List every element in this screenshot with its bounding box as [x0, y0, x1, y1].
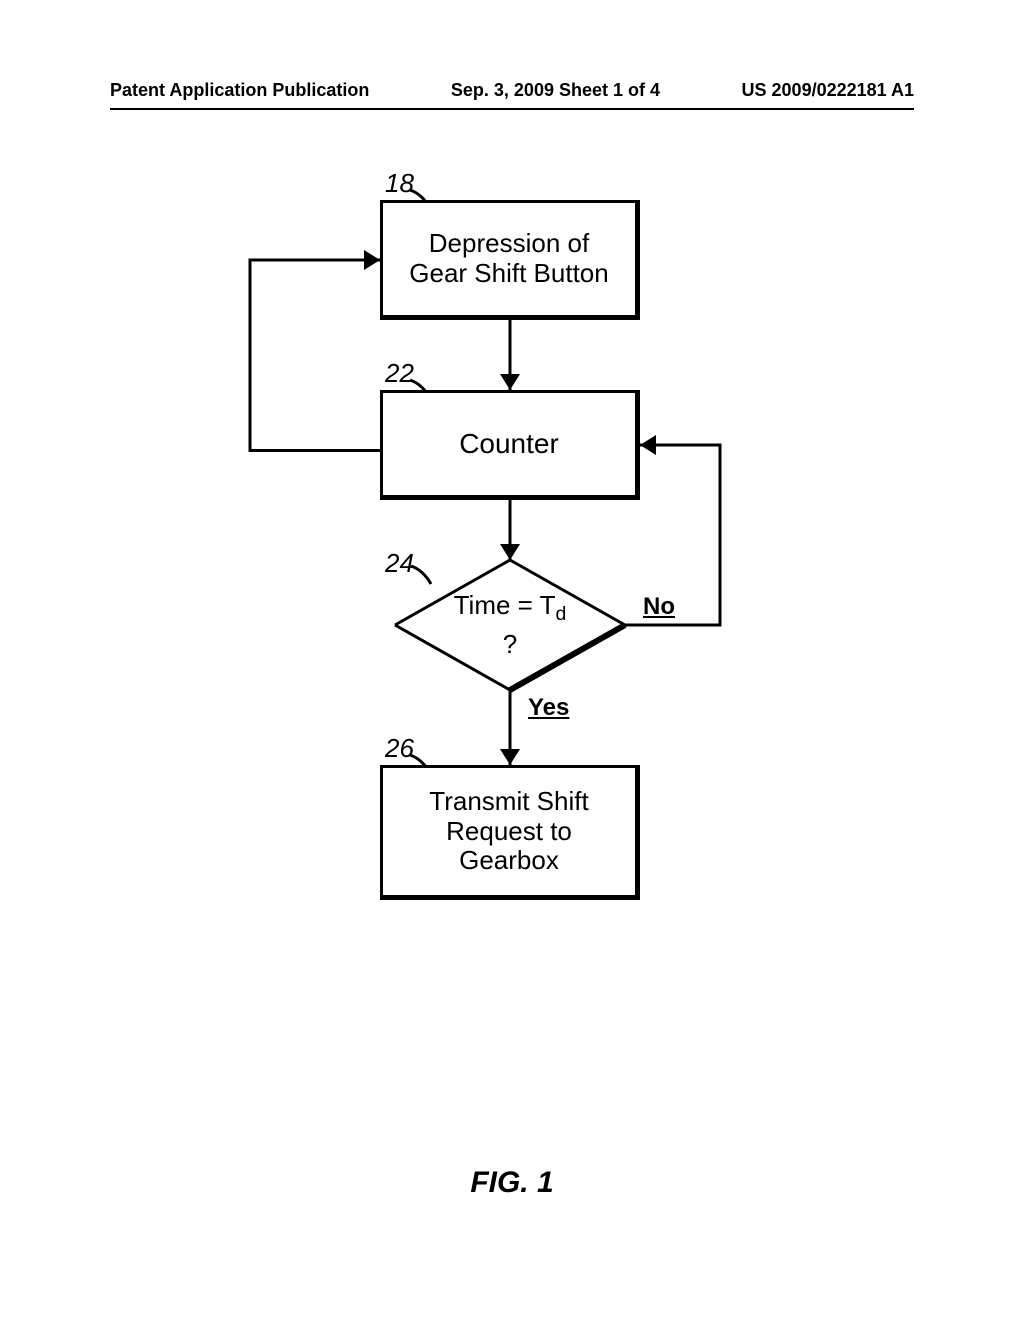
ref-18: 18: [385, 168, 414, 199]
decision-line2: ?: [503, 629, 517, 660]
ref-24: 24: [385, 548, 414, 579]
header-center: Sep. 3, 2009 Sheet 1 of 4: [451, 80, 660, 101]
header-rule: [110, 108, 914, 110]
header-left: Patent Application Publication: [110, 80, 369, 101]
decision-line1-pre: Time = T: [454, 590, 556, 620]
edge-label-no: No: [643, 593, 675, 621]
node-depression: Depression of Gear Shift Button: [380, 200, 640, 320]
edge-label-yes: Yes: [528, 694, 569, 722]
figure-label: FIG. 1: [0, 1166, 1024, 1200]
node-transmit-text: Transmit Shift Request to Gearbox: [429, 787, 588, 877]
node-depression-text: Depression of Gear Shift Button: [409, 229, 608, 289]
ref-22: 22: [385, 358, 414, 389]
decision-line1: Time = Td: [454, 590, 567, 626]
node-transmit: Transmit Shift Request to Gearbox: [380, 765, 640, 900]
node-counter-text: Counter: [459, 428, 559, 460]
decision-line1-sub: d: [556, 604, 567, 626]
node-decision-text: Time = Td ?: [395, 560, 625, 690]
header-right: US 2009/0222181 A1: [742, 80, 914, 101]
ref-26: 26: [385, 733, 414, 764]
node-counter: Counter: [380, 390, 640, 500]
flowchart: Depression of Gear Shift Button 18 Count…: [0, 170, 1024, 970]
page-header: Patent Application Publication Sep. 3, 2…: [110, 80, 914, 107]
